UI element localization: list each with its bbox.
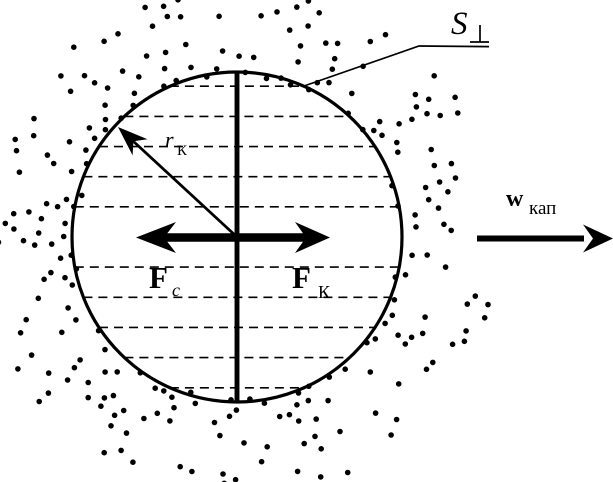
svg-text:w: w (506, 186, 524, 212)
svg-text:К: К (318, 282, 331, 302)
svg-text:F: F (292, 260, 311, 295)
svg-text:r: r (165, 127, 174, 152)
svg-text:S: S (451, 6, 468, 42)
svg-text:c: c (172, 280, 180, 300)
svg-text:F: F (149, 260, 168, 295)
svg-text:кап: кап (529, 198, 556, 219)
svg-text:К: К (177, 143, 188, 159)
